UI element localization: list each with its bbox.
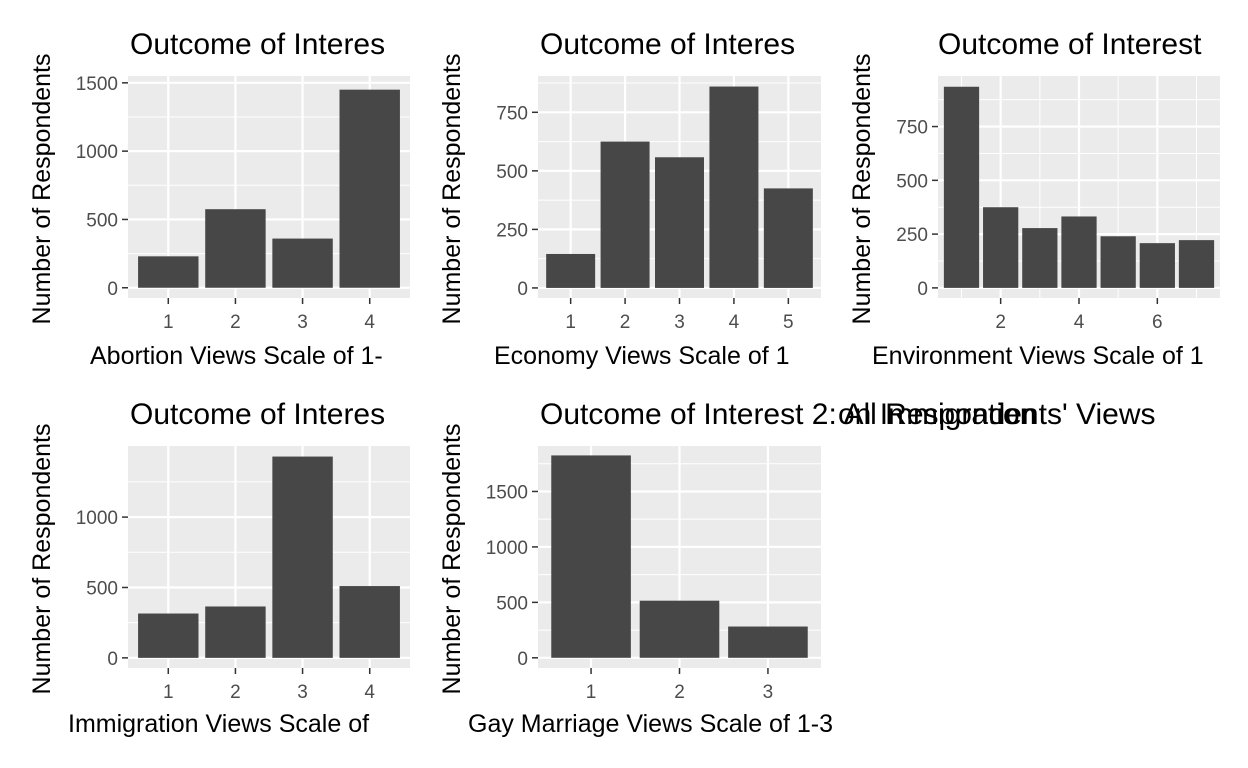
x-tick-label: 2 <box>230 312 241 333</box>
bar-3 <box>272 238 333 288</box>
y-tick-label: 1000 <box>76 508 118 529</box>
x-tick-label: 2 <box>995 312 1006 333</box>
x-axis: 1 2 3 4 5 <box>565 298 794 333</box>
x-tick-label: 2 <box>620 312 631 333</box>
x-tick-label: 2 <box>230 682 241 703</box>
chart-panel-3: 0 250 500 750 2 4 6 Environment Views Scale of … <box>848 28 1220 370</box>
bars <box>546 86 813 288</box>
bar-5 <box>1100 236 1136 288</box>
bar-1 <box>943 86 980 288</box>
x-axis: 1 2 3 4 <box>163 298 375 333</box>
x-tick-label: 5 <box>783 312 794 333</box>
chart-panel-5: 0 500 1000 1500 1 2 3 Gay Marriage Views Scale … <box>438 398 1156 738</box>
y-tick-label: 0 <box>917 279 928 300</box>
x-axis-title: Gay Marriage Views Scale of 1-3 <box>468 710 833 738</box>
y-tick-label: 1000 <box>486 538 528 559</box>
y-tick-label: 0 <box>107 649 118 670</box>
x-axis-title: Abortion Views Scale of 1- <box>90 342 383 370</box>
y-tick-label: 250 <box>896 225 928 246</box>
y-axis: 0 500 1000 1500 <box>76 74 128 300</box>
bar-1 <box>138 613 199 658</box>
y-axis: 0 250 500 750 <box>496 103 538 300</box>
x-axis-title: Environment Views Scale of 1 <box>872 342 1204 370</box>
bar-3 <box>1022 228 1058 288</box>
bar-6 <box>1139 243 1175 288</box>
x-tick-label: 4 <box>729 312 740 333</box>
bar-4 <box>1061 216 1097 288</box>
x-tick-label: 3 <box>674 312 685 333</box>
bar-7 <box>1178 240 1215 288</box>
x-tick-label: 4 <box>364 682 375 703</box>
chart-title: Outcome of Interest <box>938 28 1202 61</box>
x-axis: 1 2 3 4 <box>163 668 375 703</box>
bar-2 <box>600 141 650 288</box>
bar-4 <box>709 86 759 288</box>
x-tick-label: 2 <box>674 682 685 703</box>
y-tick-label: 1500 <box>76 74 118 95</box>
y-axis: 0 250 500 750 <box>896 118 938 300</box>
bar-4 <box>339 586 400 658</box>
bars <box>943 86 1215 288</box>
bar-1 <box>546 253 596 288</box>
chart-title: Outcome of Interes <box>130 398 385 431</box>
y-axis-title: Number of Respondents <box>28 424 56 695</box>
x-tick-label: 3 <box>297 312 308 333</box>
y-tick-label: 500 <box>86 210 118 231</box>
x-tick-label: 3 <box>763 682 774 703</box>
x-tick-label: 1 <box>163 312 174 333</box>
x-axis: 1 2 3 <box>586 668 773 703</box>
bars <box>138 89 400 288</box>
y-tick-label: 750 <box>496 103 528 124</box>
x-tick-label: 4 <box>1074 312 1085 333</box>
y-tick-label: 0 <box>107 279 118 300</box>
y-tick-label: 500 <box>496 162 528 183</box>
chart-panel-4: 0 500 1000 1 2 3 4 Immigration Views Scale of Nu… <box>28 398 410 738</box>
bars <box>138 456 400 658</box>
y-axis: 0 500 1000 <box>76 508 128 670</box>
chart-title: Outcome of Interes <box>540 28 795 61</box>
bars <box>551 455 808 658</box>
x-axis: 2 4 6 <box>995 298 1163 333</box>
bar-1 <box>551 455 631 658</box>
y-tick-label: 0 <box>517 279 528 300</box>
y-axis: 0 500 1000 1500 <box>486 482 538 670</box>
y-tick-label: 0 <box>517 649 528 670</box>
chart-title: Outcome of Interest 2: All Respondents' … <box>540 398 1156 431</box>
chart-title: Outcome of Interes <box>130 28 385 61</box>
y-tick-label: 1000 <box>76 142 118 163</box>
bar-4 <box>339 89 400 288</box>
bar-2 <box>205 606 266 658</box>
bar-2 <box>983 207 1019 288</box>
y-tick-label: 750 <box>896 118 928 139</box>
y-tick-label: 500 <box>86 578 118 599</box>
bar-1 <box>138 256 199 288</box>
y-tick-label: 500 <box>496 593 528 614</box>
y-axis-title: Number of Respondents <box>438 424 466 695</box>
x-tick-label: 6 <box>1152 312 1163 333</box>
y-tick-label: 1500 <box>486 482 528 503</box>
bar-3 <box>272 456 333 658</box>
bar-3 <box>655 157 704 288</box>
x-tick-label: 1 <box>163 682 174 703</box>
x-tick-label: 4 <box>364 312 375 333</box>
x-tick-label: 1 <box>565 312 576 333</box>
x-tick-label: 1 <box>586 682 597 703</box>
y-axis-title: Number of Respondents <box>28 54 56 325</box>
x-axis-title: Immigration Views Scale of <box>68 710 369 738</box>
x-axis-title: Economy Views Scale of 1 <box>494 342 790 370</box>
bar-2 <box>205 209 266 288</box>
y-axis-title: Number of Respondents <box>848 54 876 325</box>
y-tick-label: 500 <box>896 171 928 192</box>
chart-panel-1: 0 500 1000 1500 1 2 3 4 Abortion Views Scale of … <box>28 28 410 370</box>
y-tick-label: 250 <box>496 220 528 241</box>
bar-2 <box>639 600 720 658</box>
bar-3 <box>728 626 808 658</box>
y-axis-title: Number of Respondents <box>438 54 466 325</box>
bar-5 <box>763 188 813 288</box>
chart-panel-2: 0 250 500 750 1 2 3 4 5 Economy Views Scale of 1 N… <box>438 28 821 370</box>
chart-title-overlap: on Immigration <box>838 398 1036 431</box>
x-tick-label: 3 <box>297 682 308 703</box>
